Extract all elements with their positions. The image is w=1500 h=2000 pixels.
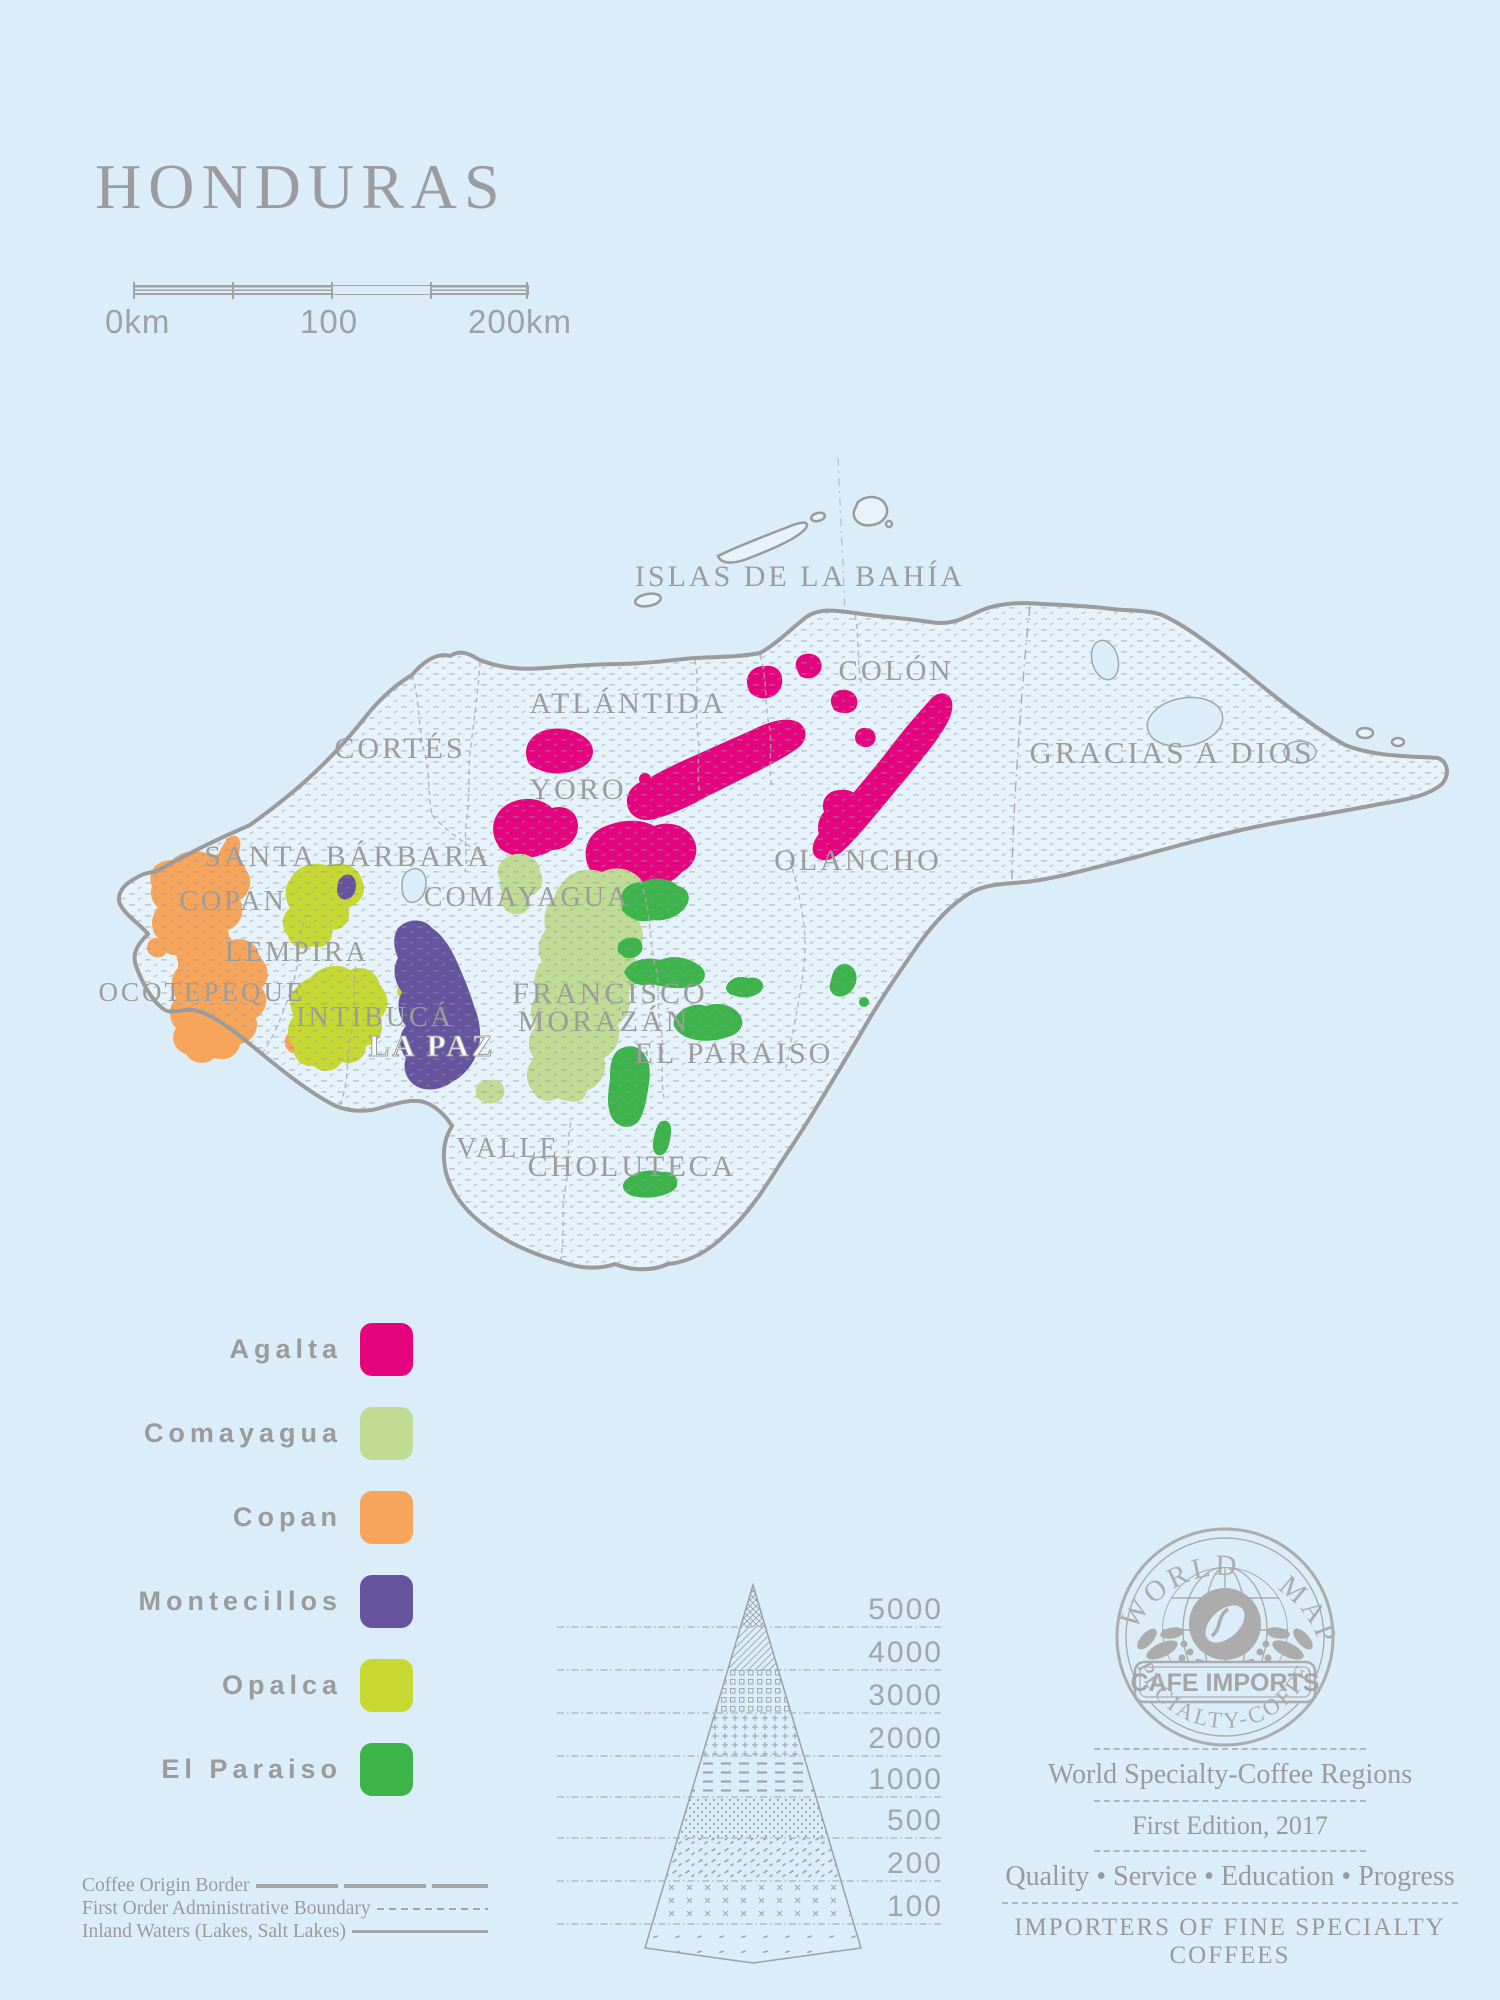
elevation-label-2000: 2000 (868, 1722, 943, 1755)
coffee-bean-crease (1210, 1607, 1230, 1638)
pyramid-bands (645, 1585, 861, 1963)
region-legend: Agalta Comayagua Copan Montecillos Opalc… (100, 1323, 413, 1827)
label-atlantida: ATLÁNTIDA (530, 687, 727, 720)
legend-row-montecillos: Montecillos (100, 1575, 413, 1628)
scale-tick (331, 282, 333, 299)
elevation-label-200: 200 (887, 1847, 943, 1880)
label-valle: VALLE (456, 1133, 559, 1164)
scale-segment (134, 286, 233, 294)
divider (1094, 1850, 1366, 1852)
label-yoro: YORO (529, 773, 626, 806)
badge-banner (1133, 1660, 1317, 1704)
label-intibuca: INTIBUCÁ (296, 1002, 454, 1033)
divider (1002, 1902, 1458, 1904)
bay-islands (633, 495, 1406, 748)
boundary-legend-label: Inland Waters (Lakes, Salt Lakes) (82, 1920, 346, 1942)
label-morazan: MORAZÁN (518, 1005, 691, 1038)
label-santa-barbara: SANTA BÁRBARA (204, 840, 491, 873)
legend-label: Comayagua (143, 1418, 342, 1448)
legend-row-el-paraiso: El Paraiso (100, 1743, 413, 1796)
legend-label: Montecillos (138, 1586, 342, 1616)
maritime-dash-line (837, 457, 846, 611)
label-comayagua: COMAYAGUA (424, 882, 630, 913)
elevation-label-100: 100 (887, 1890, 943, 1923)
legend-swatch-comayagua (360, 1407, 413, 1460)
label-cortes: CORTÉS (334, 732, 465, 765)
scale-tick (526, 282, 528, 299)
pyramid-outline (644, 1582, 862, 1964)
badge-inner-ring (1125, 1537, 1325, 1737)
label-la-paz: LA PAZ (369, 1028, 496, 1063)
cafe-imports-badge: CAFE IMPORTS WORLD MAPS SPECIALTY-COFFEE (1100, 1512, 1340, 1747)
elevation-label-1000: 1000 (868, 1763, 943, 1796)
legend-label: El Paraiso (161, 1754, 342, 1784)
legend-label: Opalca (221, 1670, 342, 1700)
elevation-pyramid: 5000 4000 3000 2000 1000 500 200 100 (557, 1582, 943, 1964)
scale-tick (232, 282, 234, 299)
inland-waters-line (351, 1930, 488, 1933)
gracias-a-dios-boundary (1011, 605, 1031, 883)
motto: Quality • Service • Education • Progress (1005, 1861, 1455, 1892)
scale-label-100: 100 (300, 303, 359, 340)
elevation-label-5000: 5000 (868, 1593, 943, 1626)
badge-banner-inner (1139, 1666, 1311, 1698)
label-islas-de-la-bahia: ISLAS DE LA BAHÍA (635, 560, 965, 593)
scale-tick (133, 282, 135, 299)
admin-boundaries (261, 614, 863, 1263)
imprint-block: World Specialty-Coffee Regions First Edi… (1000, 1748, 1460, 1970)
legend-label: Agalta (229, 1334, 342, 1364)
label-copan: COPAN (179, 886, 286, 917)
divider (1094, 1748, 1366, 1750)
elevation-label-500: 500 (887, 1804, 943, 1837)
tagline: IMPORTERS OF FINE SPECIALTY COFFEES (1014, 1914, 1446, 1969)
legend-label: Copan (233, 1502, 342, 1532)
scale-segment (429, 286, 528, 294)
elevation-label-3000: 3000 (868, 1679, 943, 1712)
legend-swatch-opalca (360, 1659, 413, 1712)
label-olancho: OLANCHO (774, 844, 942, 877)
boundary-legend: Coffee Origin Border First Order Adminis… (82, 1874, 488, 1943)
label-el-paraiso: EL PARAISO (635, 1037, 834, 1070)
legend-row-copan: Copan (100, 1491, 413, 1544)
scale-bar (133, 282, 529, 299)
admin-boundary-line (376, 1907, 488, 1910)
boundary-legend-label: Coffee Origin Border (82, 1874, 250, 1896)
legend-row-agalta: Agalta (100, 1323, 413, 1376)
scale-label-200km: 200km (468, 303, 573, 340)
boundary-legend-row: Coffee Origin Border (82, 1874, 488, 1897)
coffee-origin-border-line (255, 1883, 488, 1888)
coffee-branch-icon (1137, 1627, 1313, 1662)
label-choluteca: CHOLUTECA (528, 1150, 737, 1183)
edition: First Edition, 2017 (1132, 1811, 1328, 1840)
legend-row-opalca: Opalca (100, 1659, 413, 1712)
elevation-label-4000: 4000 (868, 1636, 943, 1669)
label-gracias-a-dios: GRACIAS A DIOS (1030, 735, 1315, 770)
scale-segment (232, 286, 331, 294)
divider (1094, 1800, 1366, 1802)
series-title: World Specialty-Coffee Regions (1047, 1759, 1413, 1790)
boundary-legend-row: Inland Waters (Lakes, Salt Lakes) (82, 1920, 488, 1943)
label-colon: COLÓN (839, 654, 954, 687)
badge-banner-text: CAFE IMPORTS (1131, 1669, 1320, 1697)
legend-swatch-montecillos (360, 1575, 413, 1628)
inland-waters (401, 639, 1317, 904)
label-lempira: LEMPIRA (225, 937, 369, 968)
legend-swatch-el-paraiso (360, 1743, 413, 1796)
boundary-legend-label: First Order Administrative Boundary (82, 1897, 371, 1919)
elevation-gridlines (557, 1626, 943, 1925)
legend-row-comayagua: Comayagua (100, 1407, 413, 1460)
page-title: HONDURAS (95, 151, 507, 222)
scale-tick (430, 282, 432, 299)
legend-swatch-agalta (360, 1323, 413, 1376)
boundary-legend-row: First Order Administrative Boundary (82, 1897, 488, 1920)
label-francisco: FRANCISCO (512, 977, 707, 1010)
legend-swatch-copan (360, 1491, 413, 1544)
badge-outer-ring (1115, 1527, 1335, 1747)
scale-label-0km: 0km (105, 303, 171, 340)
label-ocotepeque: OCOTEPEQUE (99, 977, 306, 1007)
